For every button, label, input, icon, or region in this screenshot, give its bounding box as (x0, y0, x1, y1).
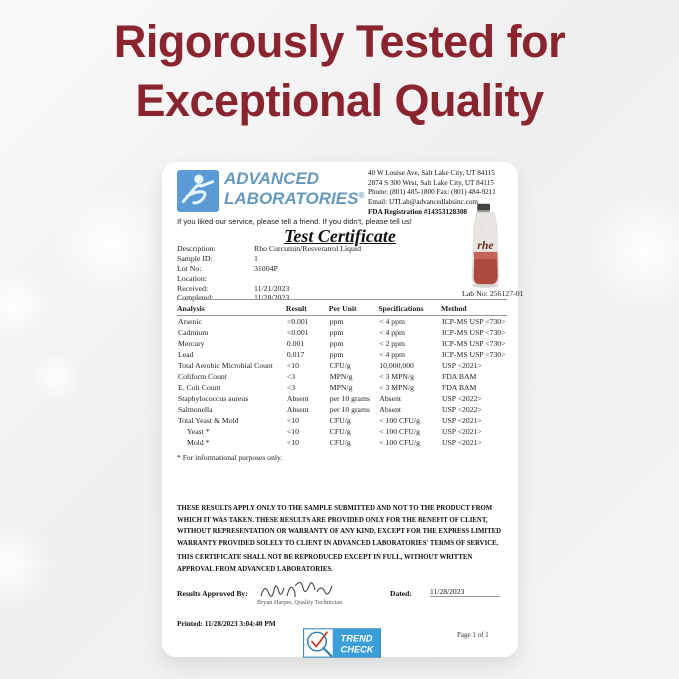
svg-text:CHECK: CHECK (341, 644, 375, 654)
svg-text:TREND: TREND (341, 634, 373, 644)
svg-text:rhe: rhe (477, 238, 493, 252)
